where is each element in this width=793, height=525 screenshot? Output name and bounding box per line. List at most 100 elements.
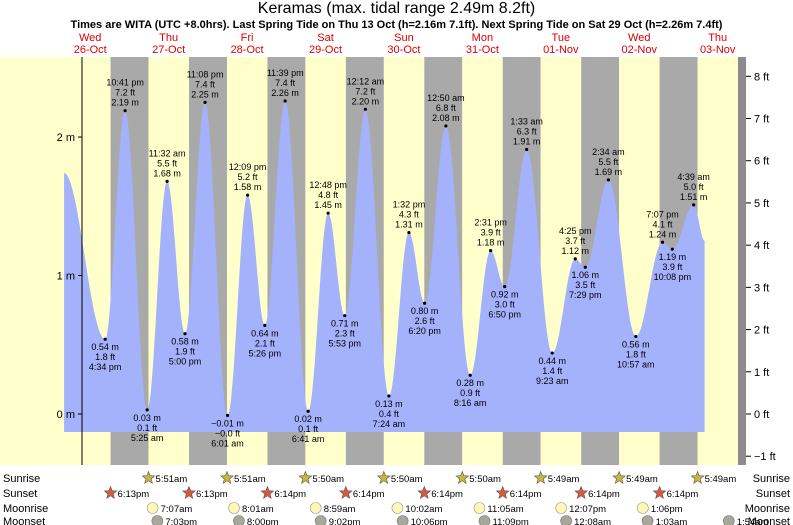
y-tick-label-ft: 6 ft (754, 156, 769, 168)
extremum-label: 12:50 am (427, 93, 465, 103)
extremum-label: 0.02 m (294, 414, 322, 424)
extremum-label: 2.20 m (352, 96, 380, 106)
moonset-icon (396, 515, 409, 525)
extremum-label: 2.3 ft (335, 329, 356, 339)
day-label-date: 31-Oct (466, 44, 499, 56)
row-label-left: Sunrise (3, 473, 40, 485)
extremum-label: 2:31 pm (474, 218, 507, 228)
extremum-dot (326, 211, 330, 215)
extremum-label: 1.69 m (595, 167, 623, 177)
row-label-right: Sunrise (753, 473, 790, 485)
extremum-dot (573, 257, 577, 261)
moonset-time: 1:03am (656, 517, 688, 525)
moonrise-time: 8:01am (242, 504, 274, 515)
extremum-label: 12:12 am (347, 76, 385, 86)
right-axis-strip (738, 57, 746, 465)
extremum-label: 3.9 ft (481, 228, 502, 238)
extremum-dot (165, 179, 169, 183)
day-label-dow: Sun (394, 32, 414, 44)
moonrise-icon (309, 502, 322, 514)
extremum-label: 5:53 pm (328, 339, 361, 349)
moonset-icon (722, 515, 735, 525)
moonrise-time: 7:07am (161, 504, 193, 515)
sunrise-icon (141, 470, 156, 484)
extremum-label: 3.5 ft (575, 280, 596, 290)
day-label-date: 27-Oct (152, 44, 185, 56)
extremum-dot (306, 409, 310, 413)
sunset-icon (495, 485, 510, 499)
day-label-dow: Sat (317, 32, 334, 44)
extremum-label: 6:20 pm (408, 326, 441, 336)
extremum-label: 1.19 m (659, 252, 687, 262)
row-label-left: Moonset (3, 516, 45, 525)
extremum-label: 4:34 pm (89, 362, 122, 372)
extremum-label: 0.64 m (251, 328, 279, 338)
extremum-label: 2.6 ft (415, 316, 436, 326)
extremum-dot (123, 109, 127, 113)
extremum-dot (503, 284, 507, 289)
moonset-icon (233, 515, 245, 525)
extremum-label: 12:48 pm (309, 180, 347, 190)
extremum-label: 5.2 ft (238, 172, 259, 182)
extremum-dot (606, 178, 611, 182)
extremum-dot (183, 332, 187, 336)
day-label-dow: Wed (628, 32, 650, 44)
extremum-label: 4:39 am (677, 172, 710, 182)
sunrise-time: 5:49am (626, 474, 658, 485)
extremum-label: 2.26 m (271, 88, 299, 98)
sunset-time: 6:14pm (510, 489, 542, 500)
sunrise-time: 5:50am (391, 474, 423, 485)
sunrise-time: 5:50am (312, 474, 344, 485)
extremum-label: 2.25 m (191, 89, 219, 99)
sunrise-time: 5:51am (234, 474, 266, 485)
sunset-icon (417, 485, 432, 499)
row-label-right: Sunset (756, 488, 790, 500)
sunset-icon (182, 485, 196, 499)
extremum-label: 0.1 ft (137, 423, 158, 433)
extremum-label: 5.0 ft (684, 182, 705, 192)
extremum-label: 5.5 ft (157, 158, 178, 168)
sunset-icon (103, 485, 118, 499)
day-label-dow: Thu (159, 32, 178, 44)
y-tick-label-ft: 2 ft (754, 325, 769, 337)
moonset-icon (560, 515, 572, 525)
y-tick-label-ft: 5 ft (754, 198, 769, 210)
extremum-dot (225, 413, 230, 417)
moonrise-icon (473, 502, 486, 514)
sunset-time: 6:14pm (667, 489, 699, 500)
extremum-label: 1.51 m (680, 192, 708, 202)
extremum-label: 4.1 ft (653, 219, 674, 229)
day-label-date: 02-Nov (622, 44, 658, 56)
extremum-label: 6:50 pm (488, 310, 521, 320)
y-tick-label-ft: 3 ft (754, 282, 769, 294)
extremum-label: 6:01 am (211, 438, 244, 448)
moonset-time: 7:03pm (165, 517, 197, 525)
extremum-label: 1.91 m (513, 136, 541, 146)
moonset-icon (478, 515, 491, 525)
extremum-dot (489, 248, 493, 253)
extremum-label: 6.8 ft (436, 103, 457, 113)
extremum-label: 1.8 ft (95, 352, 116, 362)
extremum-label: 0.80 m (411, 306, 439, 316)
extremum-label: 1.68 m (153, 168, 181, 178)
moonrise-icon (146, 502, 159, 514)
chart-title: Keramas (max. tidal range 2.49m 8.2ft) (257, 0, 536, 17)
sunrise-icon (298, 470, 313, 484)
extremum-label: 0.03 m (133, 413, 161, 423)
extremum-label: 11:32 am (149, 148, 186, 158)
moonset-icon (151, 515, 164, 525)
axes-layer: 0 m 1 m 2 m −1 ft 0 ft 1 ft 2 ft 3 ft 4 ft 5 ft 6 … (57, 57, 776, 465)
y-tick-label-ft: 1 ft (754, 367, 769, 379)
y-tick-label-m: 0 m (57, 409, 75, 421)
moonrise-time: 11:05am (487, 504, 523, 515)
extremum-dot (670, 247, 674, 251)
extremum-dot (468, 373, 472, 377)
right-margin (738, 57, 793, 465)
extremum-label: 0.9 ft (460, 388, 481, 398)
day-label-date: 28-Oct (231, 44, 264, 56)
extremum-label: 7:29 pm (569, 290, 602, 300)
row-label-left: Sunset (3, 488, 37, 500)
sunset-time: 6:14pm (353, 489, 385, 500)
extremum-label: 8:16 am (454, 398, 487, 408)
